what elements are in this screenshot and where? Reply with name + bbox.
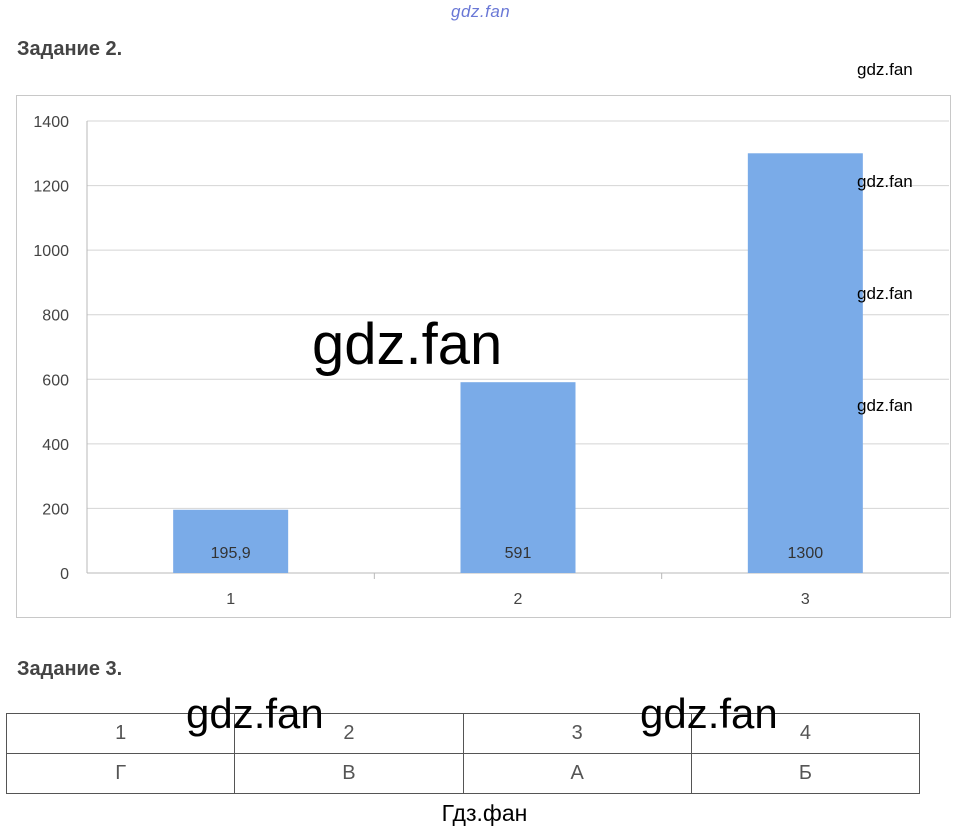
x-tick-label: 1	[226, 591, 235, 608]
answer-table-row: Г В А Б	[5, 753, 921, 794]
watermark-table-right: gdz.fan	[640, 690, 778, 737]
watermark-center: gdz.fan	[312, 312, 503, 377]
bar	[460, 382, 576, 573]
watermark-right-2: gdz.fan	[857, 172, 913, 191]
answer-table-header-cell: 4	[690, 713, 921, 754]
answer-table: 1 2 3 4 Г В А Б	[5, 713, 921, 794]
y-tick-label: 1000	[33, 243, 69, 260]
answer-table-cell: Б	[690, 753, 921, 794]
chart-svg: 0 200 400 600 800 1000 1200 1400 195,9 1 591 2 1300 3	[33, 114, 949, 608]
y-tick-label: 800	[42, 308, 69, 325]
bar	[747, 153, 863, 573]
bar-chart: 0 200 400 600 800 1000 1200 1400 195,9 1 591 2 1300 3	[16, 95, 951, 618]
y-tick-label: 200	[42, 501, 69, 518]
answer-table-cell: Г	[5, 753, 236, 794]
watermark-right-1: gdz.fan	[857, 60, 913, 79]
answer-table-cell: А	[462, 753, 692, 794]
x-tick-label: 3	[801, 591, 810, 608]
data-label: 1300	[788, 545, 824, 562]
y-tick-label: 1400	[33, 114, 69, 131]
watermark-footer: Гдз.фан	[441, 800, 528, 826]
data-label: 195,9	[211, 545, 251, 562]
watermark-top: gdz.fan	[451, 2, 511, 21]
data-label: 591	[505, 545, 532, 562]
watermark-right-4: gdz.fan	[857, 396, 913, 415]
x-tick-label: 2	[514, 591, 523, 608]
task-3-heading: Задание 3.	[17, 658, 123, 680]
bar	[173, 509, 289, 573]
y-tick-label: 400	[42, 437, 69, 454]
y-tick-label: 1200	[33, 179, 69, 196]
y-tick-label: 0	[60, 566, 69, 583]
answer-table-cell: В	[234, 753, 464, 794]
watermark-right-3: gdz.fan	[857, 284, 913, 303]
task-2-heading: Задание 2.	[17, 38, 123, 60]
y-tick-label: 600	[42, 372, 69, 389]
watermark-table-left: gdz.fan	[186, 690, 324, 737]
answer-table-header-row: 1 2 3 4	[5, 713, 921, 754]
